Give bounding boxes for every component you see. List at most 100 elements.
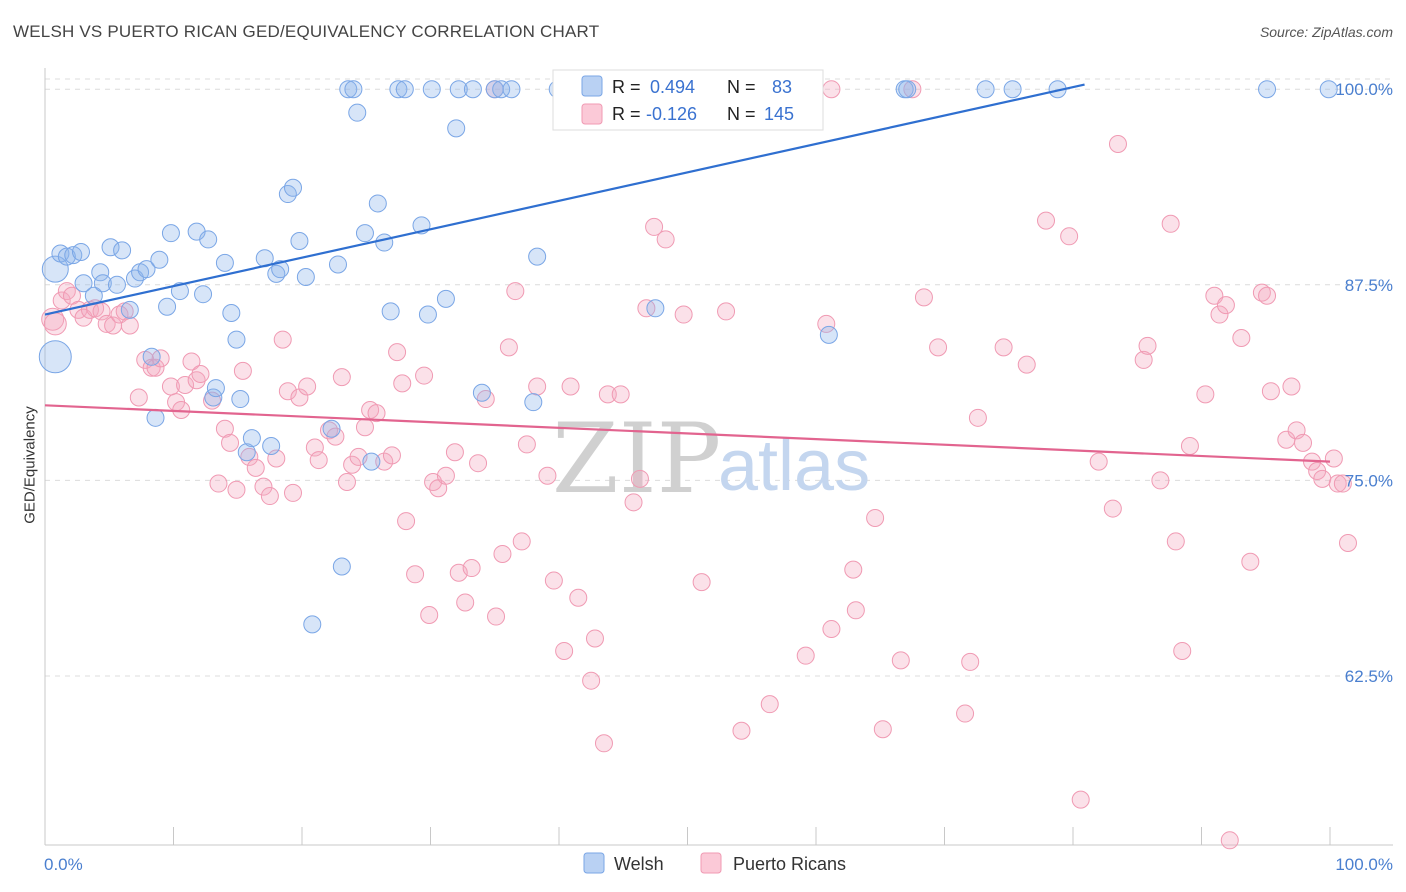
puerto-ricans-point xyxy=(1173,641,1192,660)
puerto-ricans-point xyxy=(120,316,139,335)
puerto-ricans-point xyxy=(822,620,841,639)
welsh-point xyxy=(976,80,995,99)
welsh-point xyxy=(231,390,250,409)
puerto-ricans-point xyxy=(656,230,675,249)
puerto-ricans-point xyxy=(1060,227,1079,246)
stats-r-label-welsh: R = xyxy=(612,77,641,97)
puerto-ricans-point xyxy=(215,419,234,438)
puerto-ricans-point xyxy=(142,358,161,377)
puerto-ricans-point xyxy=(994,338,1013,357)
puerto-ricans-point xyxy=(844,560,863,579)
y-tick-label: 100.0% xyxy=(1335,80,1393,99)
puerto-ricans-point xyxy=(717,302,736,321)
puerto-ricans-point xyxy=(1138,336,1157,355)
puerto-ricans-point xyxy=(456,593,475,612)
puerto-ricans-point xyxy=(796,646,815,665)
welsh-point xyxy=(120,300,139,319)
puerto-ricans-points xyxy=(41,80,1357,850)
puerto-ricans-point xyxy=(582,671,601,690)
welsh-point xyxy=(418,305,437,324)
puerto-ricans-point xyxy=(1324,449,1343,468)
welsh-point xyxy=(303,615,322,634)
puerto-ricans-point xyxy=(254,477,273,496)
puerto-ricans-point xyxy=(1071,790,1090,809)
puerto-ricans-point xyxy=(630,469,649,488)
stats-n-puerto: 145 xyxy=(764,104,794,124)
welsh-point xyxy=(449,80,468,99)
puerto-ricans-point xyxy=(732,721,751,740)
puerto-ricans-point xyxy=(517,435,536,454)
welsh-point xyxy=(206,379,225,398)
puerto-ricans-point xyxy=(1258,286,1277,305)
watermark: ZIP atlas xyxy=(552,403,870,515)
stats-r-label-puerto: R = xyxy=(612,104,641,124)
puerto-ricans-point xyxy=(1338,533,1357,552)
welsh-point xyxy=(93,274,112,293)
puerto-ricans-point xyxy=(1333,474,1352,493)
puerto-ricans-point xyxy=(1216,296,1235,315)
welsh-point xyxy=(528,247,547,266)
puerto-ricans-point xyxy=(1241,552,1260,571)
puerto-ricans-point xyxy=(355,418,374,437)
welsh-point xyxy=(422,80,441,99)
welsh-point xyxy=(137,260,156,279)
puerto-ricans-point xyxy=(309,451,328,470)
welsh-point xyxy=(41,255,69,283)
puerto-ricans-point xyxy=(227,480,246,499)
welsh-point xyxy=(227,330,246,349)
puerto-ricans-point xyxy=(273,330,292,349)
puerto-ricans-point xyxy=(246,458,265,477)
puerto-ricans-point xyxy=(1037,211,1056,230)
puerto-ricans-point xyxy=(209,474,228,493)
puerto-ricans-point xyxy=(499,338,518,357)
x-tick-label-min: 0.0% xyxy=(44,855,83,874)
puerto-ricans-trend-line xyxy=(44,404,1331,463)
puerto-ricans-point xyxy=(968,408,987,427)
puerto-ricans-point xyxy=(555,641,574,660)
puerto-ricans-point xyxy=(674,305,693,324)
puerto-ricans-point xyxy=(1328,474,1347,493)
puerto-ricans-point xyxy=(1196,385,1215,404)
legend-label-puerto-ricans: Puerto Ricans xyxy=(733,854,846,874)
welsh-point xyxy=(375,233,394,252)
y-tick-label: 87.5% xyxy=(1345,276,1393,295)
puerto-ricans-point xyxy=(956,704,975,723)
welsh-point xyxy=(215,253,234,272)
legend-swatch-welsh[interactable] xyxy=(583,852,605,874)
stats-r-welsh: 0.494 xyxy=(650,77,695,97)
puerto-ricans-point xyxy=(1017,355,1036,374)
stats-swatch-welsh xyxy=(581,75,603,97)
welsh-point xyxy=(296,267,315,286)
welsh-point xyxy=(436,289,455,308)
y-tick-label: 75.0% xyxy=(1345,471,1393,490)
puerto-ricans-point xyxy=(43,312,67,336)
puerto-ricans-point xyxy=(221,433,240,452)
puerto-ricans-point xyxy=(493,544,512,563)
welsh-point xyxy=(348,103,367,122)
puerto-ricans-point xyxy=(866,508,885,527)
welsh-point xyxy=(898,80,917,99)
x-tick-label-max: 100.0% xyxy=(1335,855,1393,874)
puerto-ricans-point xyxy=(873,720,892,739)
legend-swatch-puerto-ricans[interactable] xyxy=(700,852,722,874)
welsh-point xyxy=(524,393,543,412)
puerto-ricans-point xyxy=(1313,469,1332,488)
puerto-ricans-point xyxy=(110,305,129,324)
stats-swatch-puerto xyxy=(581,103,603,125)
puerto-ricans-point xyxy=(1103,499,1122,518)
puerto-ricans-point xyxy=(1151,471,1170,490)
puerto-ricans-point xyxy=(1261,382,1280,401)
puerto-ricans-point xyxy=(1108,134,1127,153)
welsh-point xyxy=(1003,80,1022,99)
puerto-ricans-point xyxy=(569,588,588,607)
welsh-point xyxy=(57,247,76,266)
welsh-point xyxy=(38,340,72,374)
puerto-ricans-point xyxy=(469,454,488,473)
puerto-ricans-point xyxy=(388,343,407,362)
puerto-ricans-point xyxy=(561,377,580,396)
stats-r-puerto: -0.126 xyxy=(646,104,697,124)
legend-label-welsh: Welsh xyxy=(614,854,664,874)
welsh-point xyxy=(91,263,110,282)
axes xyxy=(44,68,1393,846)
